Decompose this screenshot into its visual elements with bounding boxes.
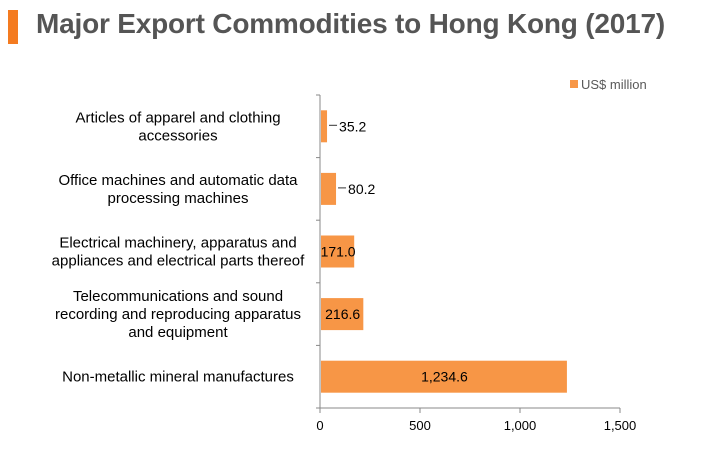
bar bbox=[321, 298, 364, 331]
data-label: 216.6 bbox=[325, 306, 360, 322]
category-label-line: Telecommunications and sound bbox=[73, 288, 283, 305]
x-tick-label: 0 bbox=[316, 418, 323, 433]
category-label-line: recording and reproducing apparatus bbox=[55, 306, 301, 323]
x-tick-label: 1,500 bbox=[604, 418, 637, 433]
category-label-line: accessories bbox=[138, 127, 217, 144]
category-label-line: Office machines and automatic data bbox=[58, 172, 298, 189]
x-tick-label: 500 bbox=[409, 418, 431, 433]
category-label-line: Articles of apparel and clothing bbox=[75, 109, 280, 126]
data-label: 1,234.6 bbox=[421, 369, 468, 385]
category-label-line: Electrical machinery, apparatus and bbox=[59, 235, 296, 252]
bar bbox=[321, 235, 355, 268]
category-label-line: appliances and electrical parts thereof bbox=[52, 253, 305, 270]
category-label: Non-metallic mineral manufactures bbox=[62, 369, 294, 386]
bar bbox=[321, 172, 337, 205]
category-label: Articles of apparel and clothing accessor… bbox=[75, 109, 280, 144]
x-tick-label: 1,000 bbox=[504, 418, 537, 433]
legend-swatch bbox=[570, 80, 578, 88]
legend: US$ million bbox=[570, 77, 647, 92]
category-label-line: processing machines bbox=[108, 190, 249, 207]
category-label: Telecommunications and sound recording an… bbox=[55, 288, 301, 341]
category-label: Electrical machinery, apparatus and appli… bbox=[52, 235, 305, 270]
data-label: 35.2 bbox=[339, 118, 366, 134]
title-accent-bar bbox=[8, 10, 18, 44]
bar bbox=[321, 360, 567, 393]
data-label: 80.2 bbox=[348, 181, 375, 197]
chart-title: Major Export Commodities to Hong Kong (2… bbox=[36, 8, 666, 39]
axes: 0 500 1,000 1,500 bbox=[316, 94, 637, 433]
data-label: 171.0 bbox=[321, 244, 356, 260]
legend-label: US$ million bbox=[581, 77, 647, 92]
category-label-line: Non-metallic mineral manufactures bbox=[62, 369, 294, 386]
category-label: Office machines and automatic data proces… bbox=[58, 172, 298, 207]
data-labels: 35.2 80.2 171.0 216.6 1,234.6 bbox=[321, 118, 468, 384]
category-label-line: and equipment bbox=[128, 324, 228, 341]
bar bbox=[321, 110, 328, 143]
bars bbox=[321, 110, 567, 393]
category-labels: Articles of apparel and clothing accessor… bbox=[52, 109, 305, 385]
